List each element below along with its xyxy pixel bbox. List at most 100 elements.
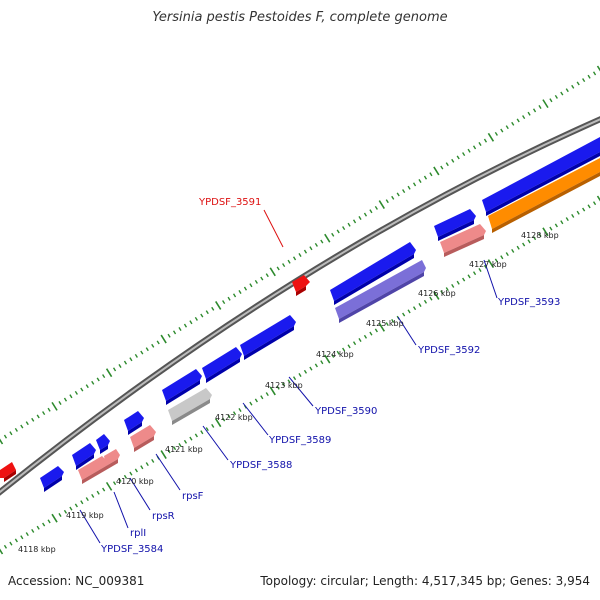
major-tick — [487, 132, 495, 142]
minor-tick — [14, 538, 18, 543]
minor-tick — [211, 423, 215, 428]
minor-tick — [369, 209, 373, 214]
gene-label[interactable]: YPDSF_3592 — [417, 345, 480, 356]
minor-tick — [232, 293, 237, 298]
minor-tick — [522, 115, 526, 120]
gene-feature-ypdsf-3591[interactable] — [292, 275, 310, 296]
gene-feature-blue-5[interactable] — [162, 369, 202, 405]
gene-label[interactable]: YPDSF_3591 — [198, 197, 261, 208]
minor-tick — [200, 430, 204, 435]
gene-label[interactable]: rpsF — [182, 491, 204, 502]
minor-tick — [407, 309, 411, 314]
minor-tick — [151, 343, 155, 348]
minor-tick — [194, 316, 198, 321]
gene-feature-blue-1[interactable] — [40, 466, 64, 492]
gene-feature-blue-9[interactable] — [434, 209, 476, 241]
major-tick — [324, 233, 331, 243]
minor-tick — [527, 111, 531, 116]
minor-tick — [178, 327, 182, 331]
minor-tick — [42, 522, 46, 527]
minor-tick — [129, 471, 133, 476]
minor-tick — [592, 71, 597, 76]
tick-label: 4119 kbp — [66, 511, 104, 520]
gene-feature-grey[interactable] — [168, 388, 212, 425]
minor-tick — [80, 500, 84, 505]
minor-tick — [369, 331, 373, 336]
gene-label[interactable]: rpsR — [152, 511, 175, 522]
gene-feature-blue-6[interactable] — [202, 347, 242, 383]
minor-tick — [560, 220, 564, 225]
minor-tick — [423, 299, 428, 304]
minor-tick — [565, 88, 569, 93]
gene-feature-blue-7[interactable] — [240, 315, 296, 360]
major-tick — [596, 65, 600, 72]
minor-tick — [478, 142, 482, 146]
minor-tick — [532, 108, 537, 113]
minor-tick — [145, 347, 149, 352]
minor-tick — [134, 468, 138, 473]
label-leader-line — [79, 509, 101, 544]
minor-tick — [25, 532, 29, 537]
gene-feature-pink-4[interactable] — [440, 224, 486, 257]
minor-tick — [440, 290, 444, 295]
minor-tick — [42, 411, 46, 416]
label-leader-line — [113, 491, 129, 529]
gene-feature-blue-2[interactable] — [72, 443, 96, 470]
minor-tick — [374, 205, 378, 210]
minor-tick — [429, 296, 433, 301]
minor-tick — [505, 125, 509, 130]
minor-tick — [69, 506, 73, 511]
tick-label: 4125 kbp — [366, 319, 404, 328]
major-tick — [433, 291, 440, 300]
minor-tick — [314, 363, 318, 368]
tick-label: 4120 kbp — [116, 477, 154, 486]
minor-tick — [511, 248, 515, 253]
minor-tick — [374, 328, 378, 333]
major-tick — [487, 259, 495, 269]
gene-feature-blue-4[interactable] — [124, 411, 144, 435]
minor-tick — [516, 118, 520, 123]
minor-tick — [69, 394, 73, 399]
minor-tick — [282, 263, 286, 268]
minor-tick — [331, 232, 335, 237]
gene-label[interactable]: YPDSF_3589 — [268, 435, 331, 446]
minor-tick — [554, 223, 558, 228]
minor-tick — [151, 458, 155, 463]
gene-label[interactable]: YPDSF_3584 — [100, 544, 163, 555]
gene-feature-blue-3[interactable] — [96, 434, 110, 454]
major-tick — [269, 267, 276, 277]
major-tick — [105, 481, 113, 491]
gene-label[interactable]: rplI — [130, 528, 146, 539]
minor-tick — [560, 91, 564, 96]
minor-tick — [200, 313, 204, 318]
minor-tick — [96, 377, 100, 382]
minor-tick — [320, 360, 324, 365]
minor-tick — [102, 374, 106, 379]
gene-feature-blue-10[interactable] — [482, 137, 600, 216]
gene-feature-red-left[interactable] — [0, 462, 16, 478]
gene-feature-pink-2[interactable] — [104, 449, 120, 470]
minor-tick — [112, 367, 117, 372]
major-tick — [542, 99, 549, 109]
minor-tick — [462, 152, 466, 157]
minor-tick — [282, 382, 286, 387]
gene-feature-pink-3[interactable] — [130, 425, 156, 452]
gene-feature-purple[interactable] — [335, 260, 426, 323]
gene-label-layer: YPDSF_3591 YPDSF_3593 YPDSF_3592 YPDSF_3590… — [79, 197, 560, 555]
minor-tick — [494, 258, 498, 263]
accession-text: Accession: NC_009381 — [8, 574, 145, 588]
label-leader-line — [397, 316, 417, 346]
gene-feature-orange[interactable] — [488, 158, 600, 233]
gene-feature-blue-8[interactable] — [330, 242, 416, 305]
minor-tick — [576, 81, 580, 86]
minor-tick — [467, 148, 471, 153]
gene-label[interactable]: YPDSF_3588 — [229, 460, 292, 471]
major-tick — [596, 195, 600, 202]
minor-tick — [91, 380, 95, 385]
gene-label[interactable]: YPDSF_3593 — [497, 297, 560, 308]
minor-tick — [391, 195, 395, 200]
gene-label[interactable]: YPDSF_3590 — [314, 406, 377, 417]
major-tick — [105, 368, 113, 378]
minor-tick — [227, 296, 231, 301]
gene-feature-pink-1[interactable] — [78, 456, 108, 484]
